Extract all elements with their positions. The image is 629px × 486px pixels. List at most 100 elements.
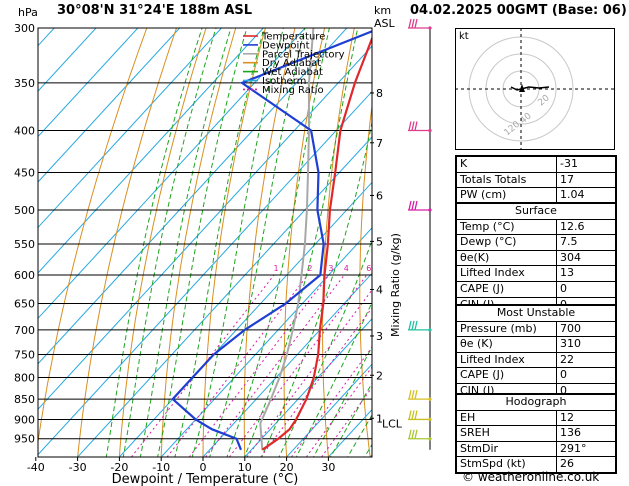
indices-table: K -31 Totals Totals 17 PW (cm) 1.04 <box>455 155 617 205</box>
wet-adiabat-line <box>122 28 217 457</box>
datetime-title: 04.02.2025 00GMT (Base: 06) <box>410 3 627 18</box>
mixing-ratio-label: 4 <box>344 264 349 273</box>
x-tick-label: 0 <box>200 461 207 474</box>
surface-row: θe(K) 304 <box>456 249 616 267</box>
pressure-tick-label: 400 <box>14 125 35 138</box>
wet-adiabat-line <box>191 28 284 457</box>
mixing-ratio-label: 20 <box>436 264 446 273</box>
surface-row: Lifted Index 13 <box>456 265 616 282</box>
pressure-tick-label: 650 <box>14 298 35 311</box>
height-unit-label: km <box>374 4 392 17</box>
mixing-ratio-label: 3 <box>328 264 333 273</box>
x-tick-label: -40 <box>27 461 45 474</box>
surface-row: Temp (°C) 12.6 <box>456 218 616 236</box>
isotherm-line <box>38 90 372 456</box>
isotherm-line <box>76 136 372 457</box>
mixing-ratio-line <box>205 274 345 457</box>
wind-barb <box>408 121 432 133</box>
km-tick-label: 5 <box>376 235 383 248</box>
wind-barb <box>408 320 432 332</box>
hodograph-stats-title: Hodograph <box>456 394 616 411</box>
index-row-k: K -31 <box>456 156 616 173</box>
hodograph-stats-table: Hodograph EH 12 SREH 136 StmDir 291° StmSpd… <box>455 393 617 474</box>
temperature-profile <box>261 35 372 451</box>
legend-item-label: Temperature <box>261 32 325 43</box>
x-tick-label: 30 <box>321 461 335 474</box>
most-unstable-table: Most Unstable Pressure (mb) 700 θe (K) 310… <box>455 304 617 401</box>
wet-adiabat-line <box>312 345 372 457</box>
pressure-tick-label: 600 <box>14 269 35 282</box>
isotherm-line <box>38 28 223 229</box>
surface-row: Dewp (°C) 7.5 <box>456 234 616 251</box>
hodograph-unit: kt <box>459 31 469 42</box>
legend-item-label: Dewpoint <box>262 40 310 51</box>
mixing-ratio-label: 8 <box>383 264 388 273</box>
legend-item-label: Parcel Trajectory <box>262 49 345 60</box>
dry-adiabat-line <box>202 28 266 457</box>
surface-table: Surface Temp (°C) 12.6 Dewp (°C) 7.5 θe(K)… <box>455 202 617 315</box>
pressure-tick-label: 450 <box>14 167 35 180</box>
isotherm-line <box>160 227 372 457</box>
index-row-pw: PW (cm) 1.04 <box>456 187 616 204</box>
isotherm-line <box>244 318 372 457</box>
plot-frame <box>37 27 373 458</box>
isotherm-line <box>38 28 181 183</box>
index-row-tt: Totals Totals 17 <box>456 171 616 189</box>
dry-adiabat-line <box>359 102 372 457</box>
pressure-tick-label: 500 <box>14 204 35 217</box>
x-tick-label: -20 <box>110 461 128 474</box>
mixing-ratio-line <box>188 274 330 457</box>
pressure-tick-label: 300 <box>14 22 35 35</box>
mixing-ratio-line <box>229 274 368 457</box>
mixing-ratio-label: 1 <box>274 264 279 273</box>
wind-barb <box>408 200 432 212</box>
hodograph-stats-row: SREH 136 <box>456 425 616 442</box>
isotherm-line <box>38 28 306 320</box>
isotherm-line <box>38 28 264 274</box>
most-unstable-title: Most Unstable <box>456 305 616 322</box>
location-title: 30°08'N 31°24'E 188m ASL <box>57 3 253 18</box>
km-tick-label: 2 <box>376 369 383 382</box>
pressure-tick-label: 700 <box>14 324 35 337</box>
pressure-tick-label: 950 <box>14 433 35 446</box>
dry-adiabat-line <box>243 28 296 457</box>
km-tick-label: 8 <box>376 87 383 100</box>
km-tick-label: 7 <box>376 137 383 150</box>
dry-adiabat-line <box>283 28 326 457</box>
km-tick-label: 4 <box>376 284 383 297</box>
km-tick-label: 3 <box>376 330 383 343</box>
wet-adiabat-line <box>209 28 306 457</box>
x-tick-label: -30 <box>69 461 87 474</box>
pressure-tick-label: 850 <box>14 393 35 406</box>
legend-item-label: Isotherm <box>262 76 306 87</box>
mixing-ratio-label: 16 <box>422 264 432 273</box>
wind-barb <box>408 18 432 30</box>
mixing-ratio-label: 2 <box>307 264 312 273</box>
x-tick-label: -10 <box>152 461 170 474</box>
hodograph-stats-row: StmSpd (kt) 26 <box>456 456 616 473</box>
dry-adiabat-line <box>38 28 148 445</box>
pressure-tick-label: 900 <box>14 414 35 427</box>
wet-adiabat-line <box>157 28 248 457</box>
wet-adiabat-line <box>278 238 372 457</box>
plot-area: 12346810162025 <box>38 28 446 457</box>
wet-adiabat-line <box>226 28 330 457</box>
legend-item-label: Dry Adiabat <box>262 58 321 69</box>
lcl-label: LCL <box>382 417 403 430</box>
storm-motion-marker <box>519 84 525 92</box>
km-tick-label: 6 <box>376 190 383 203</box>
most-unstable-row: θe (K) 310 <box>456 336 616 353</box>
dry-adiabat-line <box>118 28 207 457</box>
wind-barb <box>408 429 432 441</box>
dewpoint-profile <box>171 30 372 451</box>
hodograph-stats-row: StmDir 291° <box>456 440 616 458</box>
mixing-ratio-axis-label: Mixing Ratio (g/kg) <box>389 233 402 337</box>
isotherm-line <box>38 45 372 410</box>
pressure-tick-label: 750 <box>14 349 35 362</box>
mixing-ratio-label: 6 <box>366 264 371 273</box>
parcel-trajectory <box>259 28 315 450</box>
x-tick-label: 20 <box>280 461 294 474</box>
pressure-tick-label: 550 <box>14 238 35 251</box>
